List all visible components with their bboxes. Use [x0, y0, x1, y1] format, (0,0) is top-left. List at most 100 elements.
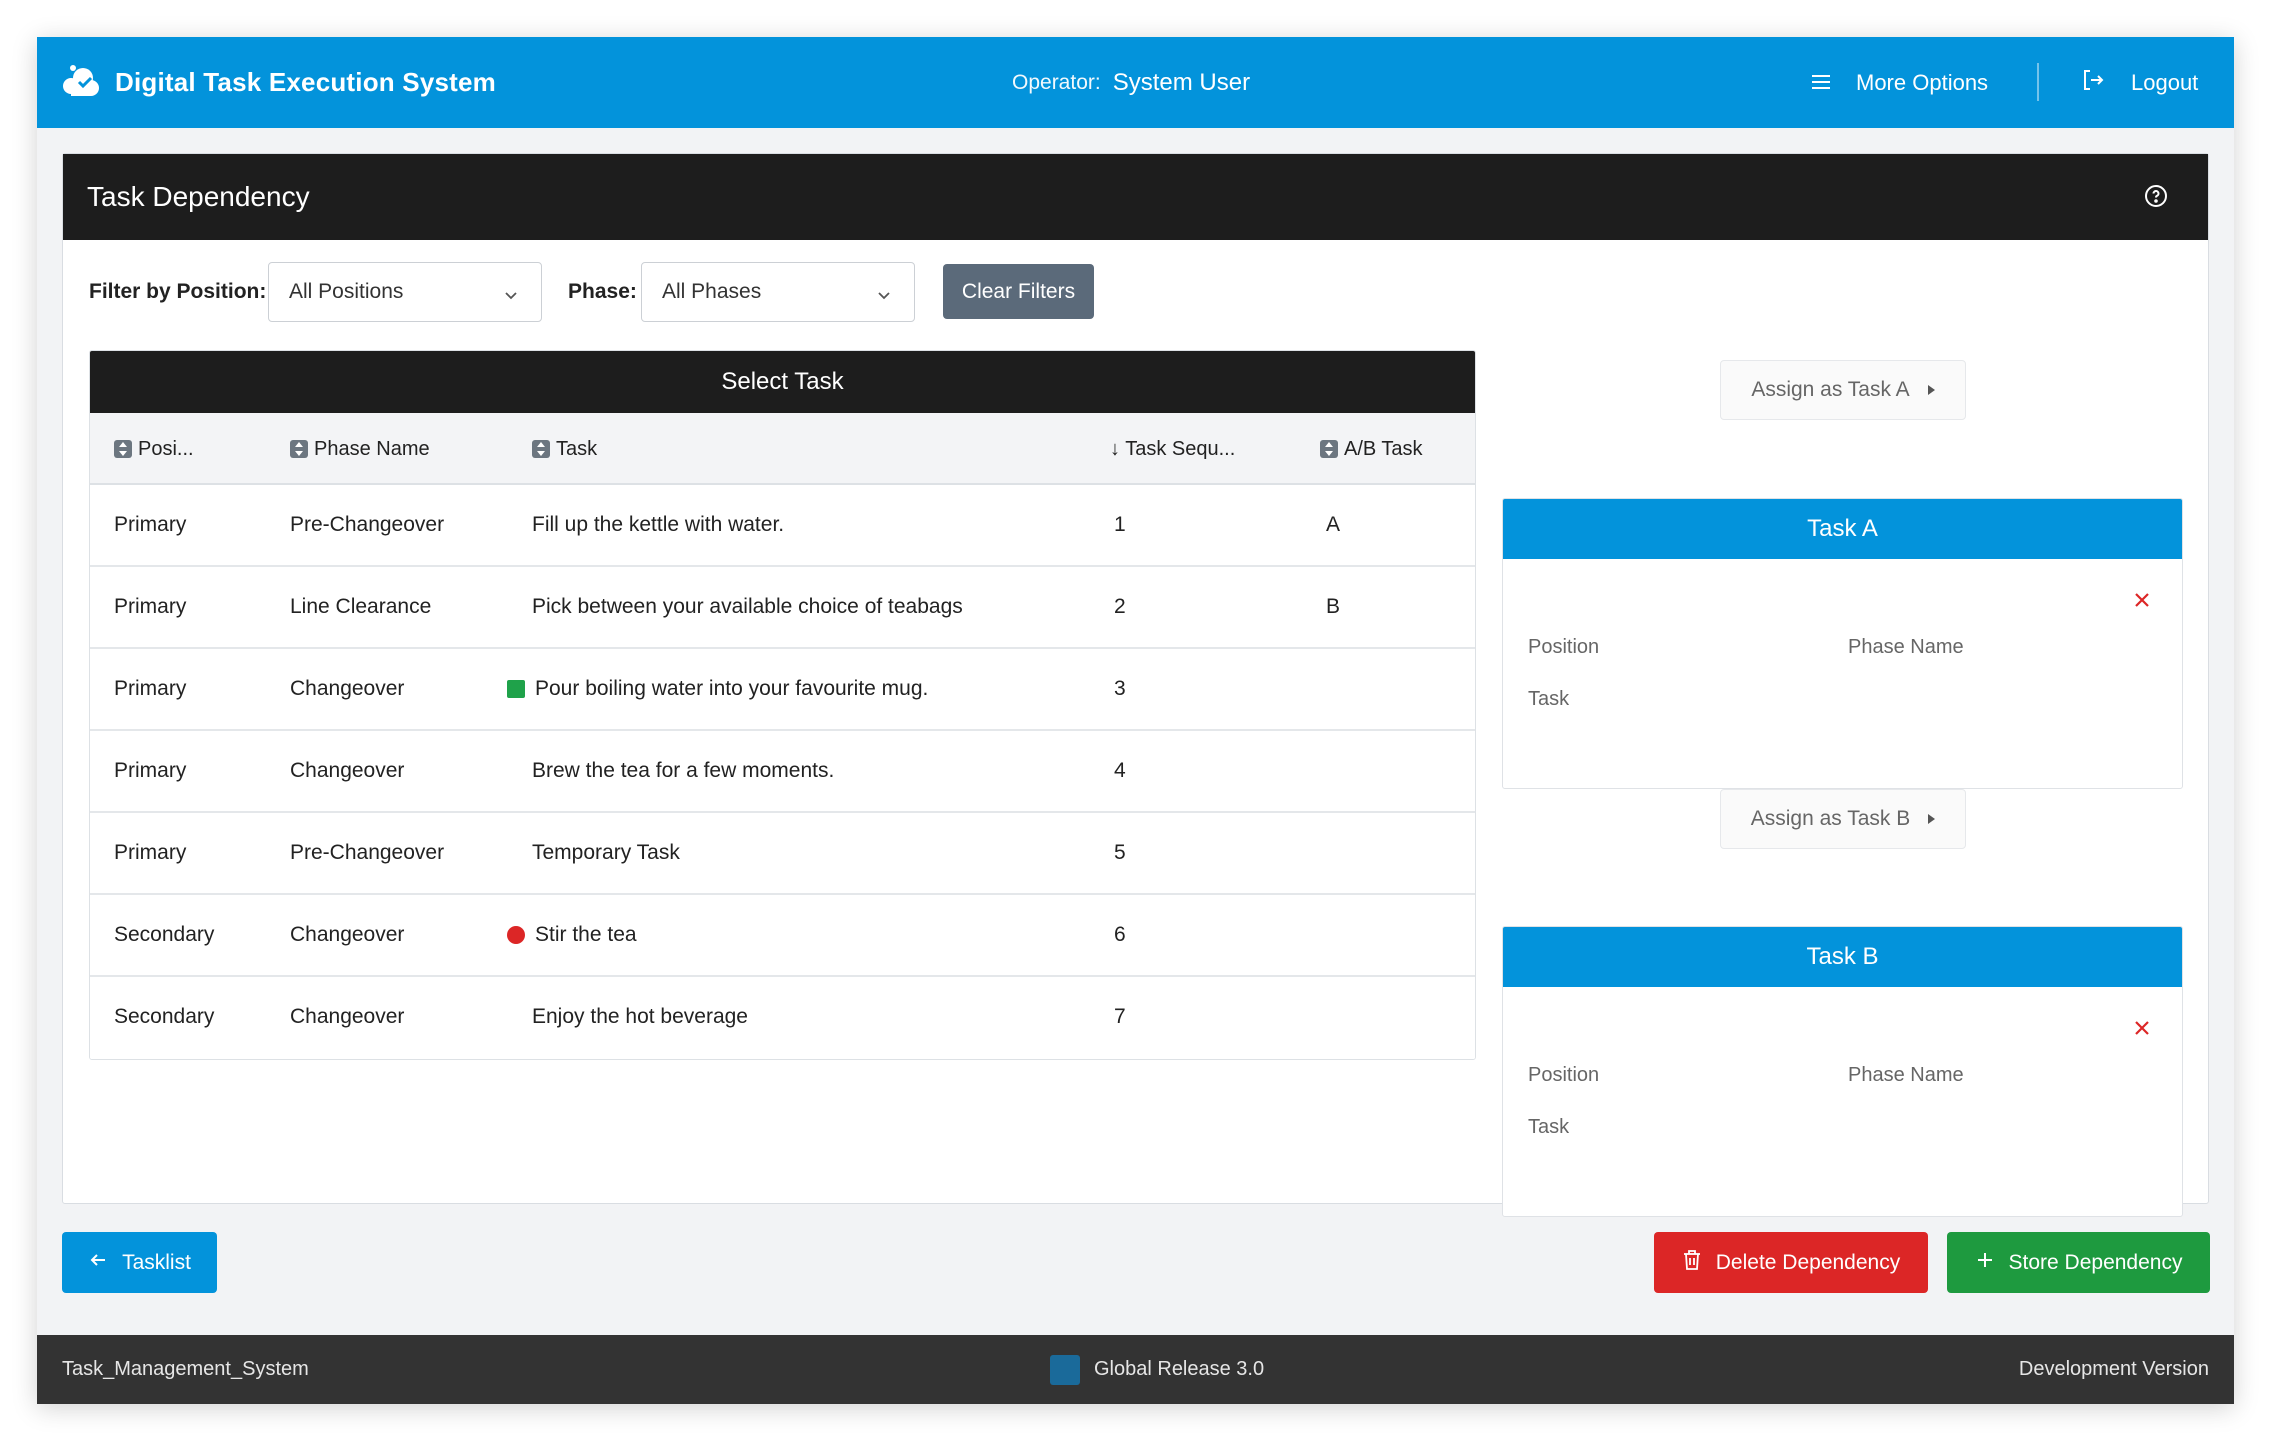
cell-task: Fill up the kettle with water. — [532, 485, 784, 565]
table-row[interactable]: Primary Changeover Brew the tea for a fe… — [90, 731, 1475, 813]
task-text: Temporary Task — [532, 841, 680, 864]
app-title: Digital Task Execution System — [115, 67, 496, 97]
cell-sequence: 6 — [1114, 923, 1126, 946]
cell-ab: A — [1326, 513, 1341, 536]
column-label: Posi... — [138, 437, 194, 460]
cell-phase: Pre-Changeover — [290, 841, 445, 864]
task-a-task-label: Task — [1528, 688, 1570, 710]
sort-icon — [290, 440, 308, 458]
sort-icon — [1320, 440, 1338, 458]
task-b-position-label: Position — [1528, 1064, 1600, 1086]
cell-task: Pour boiling water into your favourite m… — [507, 649, 928, 729]
cell-position: Primary — [114, 513, 187, 536]
cell-sequence: 5 — [1114, 841, 1126, 864]
store-dependency-button[interactable]: Store Dependency — [1947, 1232, 2210, 1293]
table-header: Posi... Phase Name Task ↓ Task Sequ... A… — [90, 413, 1475, 485]
table-row[interactable]: Primary Pre-Changeover Fill up the kettl… — [90, 485, 1475, 567]
table-row[interactable]: Primary Changeover Pour boiling water in… — [90, 649, 1475, 731]
logout-button[interactable]: Logout — [2081, 37, 2198, 128]
store-dependency-label: Store Dependency — [2008, 1250, 2183, 1274]
task-text: Pour boiling water into your favourite m… — [535, 677, 929, 700]
operator-info: Operator: System User — [1012, 37, 1250, 128]
column-label: A/B Task — [1344, 437, 1423, 460]
tasklist-label: Tasklist — [122, 1250, 191, 1274]
cell-task: Brew the tea for a few moments. — [532, 731, 834, 811]
filter-bar: Filter by Position: All Positions Phase:… — [63, 262, 2208, 322]
task-b-title: Task B — [1503, 927, 2182, 987]
task-text: Fill up the kettle with water. — [532, 513, 785, 536]
cell-phase: Changeover — [290, 1005, 405, 1028]
phase-filter-label: Phase: — [568, 280, 637, 303]
sort-icon — [532, 440, 550, 458]
clear-task-a-icon[interactable] — [2133, 591, 2151, 614]
app-window: Digital Task Execution System Operator: … — [37, 37, 2234, 1404]
task-text: Enjoy the hot beverage — [532, 1005, 748, 1028]
phase-filter-select[interactable]: All Phases — [641, 262, 915, 322]
cell-position: Primary — [114, 841, 187, 864]
operator-label: Operator: — [1012, 70, 1101, 94]
clear-task-b-icon[interactable] — [2133, 1019, 2151, 1042]
logout-label: Logout — [2131, 69, 2199, 95]
column-header-task-sequence[interactable]: ↓ Task Sequ... — [1110, 413, 1235, 485]
assign-task-a-label: Assign as Task A — [1751, 378, 1910, 401]
delete-dependency-button[interactable]: Delete Dependency — [1654, 1232, 1928, 1293]
operator-name: System User — [1112, 68, 1251, 96]
table-row[interactable]: Primary Pre-Changeover Temporary Task 5 — [90, 813, 1475, 895]
help-icon[interactable] — [2144, 184, 2168, 213]
assign-task-b-button[interactable]: Assign as Task B — [1720, 789, 1966, 849]
task-a-phase-label: Phase Name — [1848, 636, 1964, 658]
column-header-position[interactable]: Posi... — [114, 413, 194, 485]
task-a-panel: Task A Position Phase Name Task — [1502, 498, 2183, 789]
clear-filters-button[interactable]: Clear Filters — [943, 264, 1094, 319]
sort-icon — [114, 440, 132, 458]
more-options-label: More Options — [1856, 69, 1989, 95]
cell-task: Temporary Task — [532, 813, 680, 893]
column-label: Phase Name — [314, 437, 430, 460]
task-b-panel: Task B Position Phase Name Task — [1502, 926, 2183, 1217]
task-text: Pick between your available choice of te… — [532, 595, 963, 618]
task-a-title: Task A — [1503, 499, 2182, 559]
chevron-down-icon — [876, 285, 892, 309]
table-row[interactable]: Secondary Changeover Stir the tea 6 — [90, 895, 1475, 977]
cell-phase: Changeover — [290, 923, 405, 946]
task-a-position-label: Position — [1528, 636, 1600, 658]
assign-task-b-label: Assign as Task B — [1750, 807, 1911, 830]
cell-phase: Changeover — [290, 677, 405, 700]
delete-dependency-label: Delete Dependency — [1715, 1250, 1901, 1274]
card-header: Task Dependency — [63, 154, 2208, 240]
tasklist-button[interactable]: Tasklist — [62, 1232, 217, 1293]
trash-icon — [1682, 1249, 1702, 1277]
position-filter-label: Filter by Position: — [89, 280, 267, 303]
cell-task: Pick between your available choice of te… — [532, 567, 963, 647]
table-row[interactable]: Primary Line Clearance Pick between your… — [90, 567, 1475, 649]
task-b-task-label: Task — [1528, 1116, 1570, 1138]
more-options-button[interactable]: More Options — [1812, 37, 1988, 128]
app-header: Digital Task Execution System Operator: … — [37, 37, 2234, 128]
footer-system-name: Task_Management_System — [62, 1358, 309, 1380]
cell-sequence: 4 — [1114, 759, 1126, 782]
table-row[interactable]: Secondary Changeover Enjoy the hot bever… — [90, 977, 1475, 1059]
cell-phase: Changeover — [290, 759, 405, 782]
caret-right-icon — [1928, 814, 1936, 824]
release-logo-icon — [1050, 1354, 1080, 1385]
cell-position: Primary — [114, 759, 187, 782]
cell-task: Enjoy the hot beverage — [532, 977, 748, 1057]
column-header-task[interactable]: Task — [532, 413, 597, 485]
phase-filter-value: All Phases — [662, 280, 762, 303]
assign-task-a-button[interactable]: Assign as Task A — [1720, 360, 1966, 420]
task-text: Stir the tea — [535, 923, 637, 946]
footer-release: Global Release 3.0 — [1050, 1335, 1264, 1404]
cell-phase: Line Clearance — [290, 595, 432, 618]
column-header-phase-name[interactable]: Phase Name — [290, 413, 430, 485]
chevron-down-icon — [503, 285, 519, 309]
column-header-ab-task[interactable]: A/B Task — [1320, 413, 1423, 485]
plus-icon — [1975, 1250, 1995, 1276]
select-task-table: Select Task Posi... Phase Name Task ↓ Ta… — [89, 350, 1476, 1060]
status-dot-icon — [507, 926, 525, 944]
cell-task: Stir the tea — [507, 895, 637, 975]
page-title: Task Dependency — [87, 181, 310, 212]
logout-icon — [2081, 68, 2105, 98]
task-dependency-card: Task Dependency Filter by Position: All … — [62, 153, 2209, 1217]
status-square-icon — [507, 680, 525, 698]
position-filter-select[interactable]: All Positions — [268, 262, 542, 322]
